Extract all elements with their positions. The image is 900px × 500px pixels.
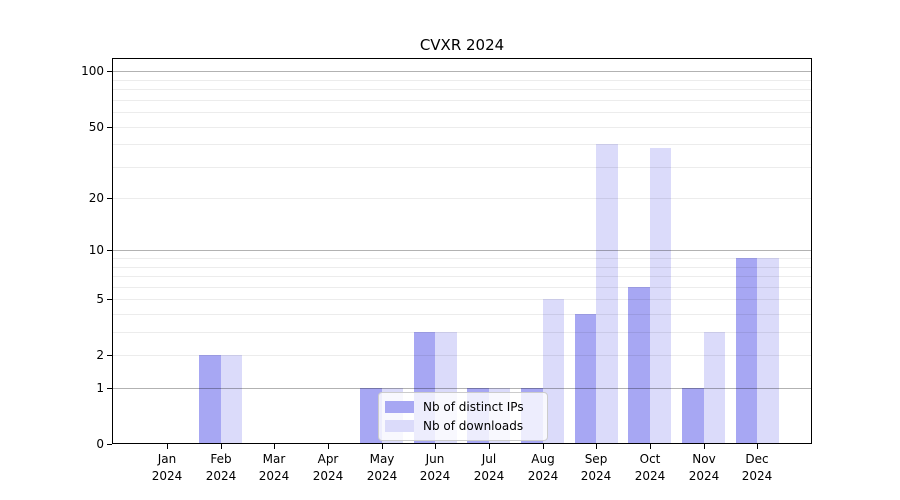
- gridline: [112, 299, 812, 300]
- bar-downloads: [757, 258, 779, 444]
- gridline: [112, 355, 812, 356]
- x-tick-label: Sep 2024: [580, 452, 612, 483]
- gridline: [112, 144, 812, 145]
- gridline: [112, 276, 812, 277]
- y-tick-label: 0: [96, 437, 104, 451]
- y-tick-label: 2: [96, 348, 104, 362]
- y-tick-mark: [107, 127, 112, 128]
- x-tick-mark: [543, 444, 544, 449]
- legend: Nb of distinct IPs Nb of downloads: [378, 392, 548, 441]
- gridline: [112, 80, 812, 81]
- x-tick-mark: [757, 444, 758, 449]
- y-tick-mark: [107, 355, 112, 356]
- gridline: [112, 267, 812, 268]
- x-tick-label: Apr 2024: [312, 452, 344, 483]
- y-tick-mark: [107, 250, 112, 251]
- y-tick-label: 50: [88, 120, 104, 134]
- legend-swatch-downloads: [385, 420, 414, 432]
- y-tick-mark: [107, 444, 112, 445]
- bar-downloads: [703, 332, 726, 444]
- chart-title: CVXR 2024: [419, 36, 505, 54]
- bar-downloads: [220, 355, 243, 444]
- bar-distinct-ips: [735, 258, 758, 444]
- x-tick-label: Nov 2024: [688, 452, 720, 483]
- gridline: [112, 287, 812, 288]
- bar-distinct-ips: [574, 314, 597, 444]
- y-tick-label: 20: [88, 191, 104, 205]
- y-tick-label: 5: [96, 292, 104, 306]
- gridline: [112, 258, 812, 259]
- bar-distinct-ips: [199, 355, 221, 444]
- y-tick-mark: [107, 71, 112, 72]
- x-tick-mark: [274, 444, 275, 449]
- x-tick-mark: [704, 444, 705, 449]
- gridline: [112, 314, 812, 315]
- x-tick-label: Mar 2024: [258, 452, 290, 483]
- legend-entry-distinct-ips: Nb of distinct IPs: [385, 399, 539, 415]
- x-tick-label: Dec 2024: [741, 452, 773, 483]
- x-tick-label: May 2024: [366, 452, 398, 483]
- x-tick-mark: [167, 444, 168, 449]
- gridline: [112, 100, 812, 101]
- y-tick-label: 10: [88, 243, 104, 257]
- bar-distinct-ips: [682, 388, 704, 444]
- x-tick-label: Jul 2024: [473, 452, 505, 483]
- x-tick-mark: [221, 444, 222, 449]
- gridline: [112, 112, 812, 113]
- legend-label-distinct-ips: Nb of distinct IPs: [423, 400, 524, 414]
- bar-distinct-ips: [360, 388, 382, 444]
- y-tick-label: 100: [81, 64, 104, 78]
- bar-distinct-ips: [628, 286, 650, 444]
- gridline: [112, 388, 812, 389]
- gridline: [112, 127, 812, 128]
- gridline: [112, 89, 812, 90]
- x-tick-label: Jan 2024: [151, 452, 183, 483]
- y-tick-mark: [107, 198, 112, 199]
- bar-downloads: [649, 148, 672, 444]
- gridline: [112, 250, 812, 251]
- x-tick-mark: [650, 444, 651, 449]
- legend-swatch-distinct-ips: [385, 401, 414, 413]
- x-tick-mark: [489, 444, 490, 449]
- x-tick-mark: [596, 444, 597, 449]
- x-tick-mark: [435, 444, 436, 449]
- gridline: [112, 71, 812, 72]
- x-tick-label: Aug 2024: [527, 452, 559, 483]
- x-tick-mark: [328, 444, 329, 449]
- gridline: [112, 198, 812, 199]
- x-tick-mark: [382, 444, 383, 449]
- y-tick-mark: [107, 299, 112, 300]
- gridline: [112, 332, 812, 333]
- legend-label-downloads: Nb of downloads: [423, 419, 524, 433]
- y-tick-label: 1: [96, 381, 104, 395]
- y-tick-mark: [107, 388, 112, 389]
- gridline: [112, 167, 812, 168]
- x-tick-label: Jun 2024: [419, 452, 451, 483]
- x-tick-label: Oct 2024: [634, 452, 666, 483]
- bar-downloads: [596, 144, 618, 444]
- x-tick-label: Feb 2024: [205, 452, 237, 483]
- legend-entry-downloads: Nb of downloads: [385, 418, 539, 434]
